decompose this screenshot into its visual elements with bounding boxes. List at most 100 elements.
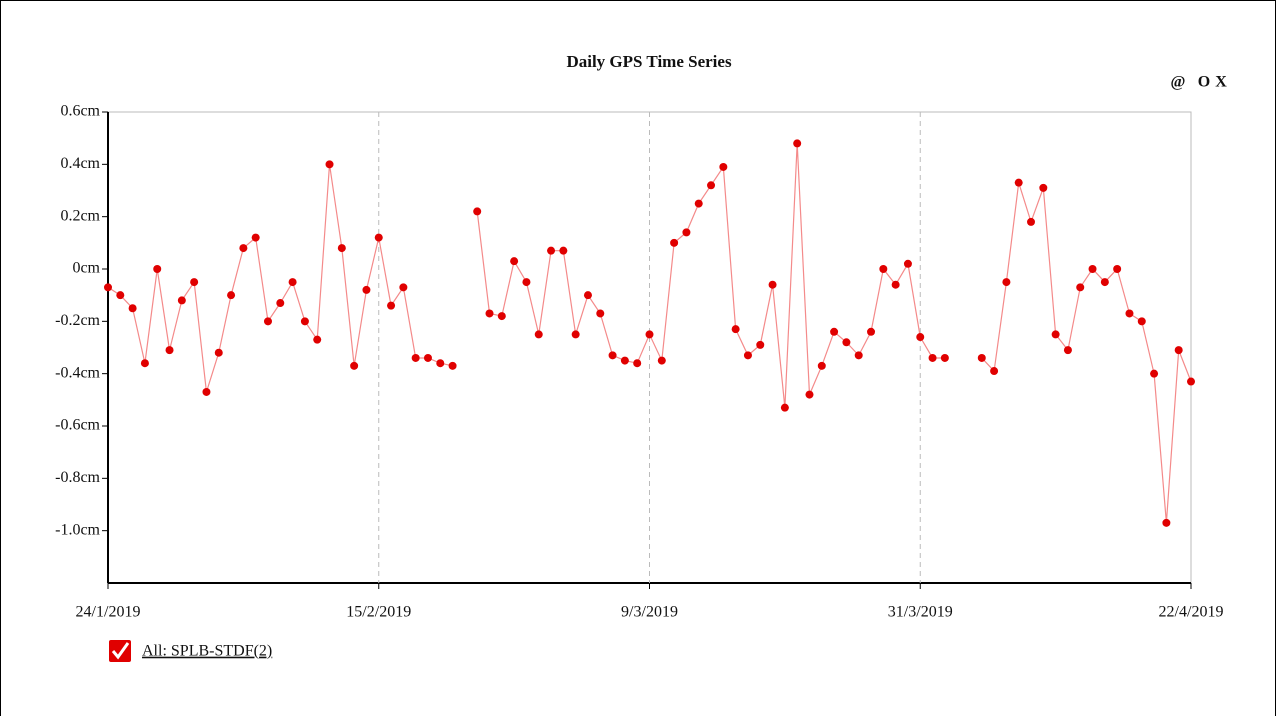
chart-title: Daily GPS Time Series: [566, 52, 732, 71]
y-tick-label: -0.6cm: [55, 417, 100, 434]
x-tick-label: 9/3/2019: [621, 604, 678, 621]
data-point: [239, 244, 248, 253]
data-point: [1113, 265, 1122, 273]
data-point: [645, 330, 654, 339]
data-point: [867, 327, 876, 336]
data-point: [300, 317, 309, 326]
data-point: [190, 278, 199, 287]
data-point: [547, 246, 556, 255]
data-point: [423, 353, 432, 362]
legend-label[interactable]: All: SPLB-STDF(2): [142, 643, 272, 660]
data-point: [817, 361, 826, 370]
y-tick-label: -0.8cm: [55, 469, 100, 486]
data-point: [719, 162, 728, 171]
toolbar-icon[interactable]: X: [1215, 74, 1227, 91]
data-point: [263, 317, 272, 326]
data-point: [473, 207, 482, 216]
x-tick-label: 22/4/2019: [1159, 604, 1224, 621]
data-point: [879, 265, 888, 273]
data-point: [1162, 518, 1171, 527]
y-tick-label: 0.4cm: [60, 155, 100, 172]
data-point: [608, 351, 617, 360]
x-tick-label: 24/1/2019: [76, 604, 141, 621]
data-point: [1137, 317, 1146, 326]
data-point: [903, 259, 912, 268]
data-point: [830, 327, 839, 336]
data-point: [1076, 283, 1085, 292]
y-tick-label: 0cm: [72, 260, 100, 277]
data-point: [227, 291, 236, 300]
data-point: [670, 238, 679, 247]
data-point: [694, 199, 703, 208]
x-tick-label: 15/2/2019: [346, 604, 411, 621]
data-point: [620, 356, 629, 365]
data-point: [1150, 369, 1159, 378]
data-point: [497, 312, 506, 321]
data-point: [780, 403, 789, 412]
toolbar-icon[interactable]: O: [1198, 74, 1210, 91]
x-tick-label: 31/3/2019: [888, 604, 953, 621]
data-point: [743, 351, 752, 360]
data-point: [977, 353, 986, 362]
data-point: [165, 346, 174, 355]
data-point: [522, 278, 531, 287]
data-point: [854, 351, 863, 360]
data-point: [1027, 217, 1036, 226]
legend-checkmark: [111, 642, 130, 660]
data-point: [177, 296, 186, 305]
data-point: [362, 285, 371, 294]
data-point: [399, 283, 408, 292]
data-point: [436, 359, 445, 368]
data-point: [1063, 346, 1072, 355]
data-point: [928, 353, 937, 362]
data-point: [768, 280, 777, 289]
legend: All: SPLB-STDF(2): [109, 640, 272, 662]
y-tick-label: -0.2cm: [55, 312, 100, 329]
data-point: [350, 361, 359, 370]
y-tick-label: 0.2cm: [60, 207, 100, 224]
data-point: [891, 280, 900, 289]
data-point: [411, 353, 420, 362]
data-point: [805, 390, 814, 399]
data-point: [387, 301, 396, 310]
data-point: [534, 330, 543, 339]
y-tick-label: -0.4cm: [55, 364, 100, 381]
data-point: [1174, 346, 1183, 355]
data-point: [276, 299, 285, 308]
data-point: [682, 228, 691, 237]
data-point: [510, 257, 519, 266]
data-point: [990, 367, 999, 376]
data-point: [596, 309, 605, 318]
y-tick-label: -1.0cm: [55, 521, 100, 538]
y-tick-label: 0.6cm: [60, 103, 100, 120]
data-point: [731, 325, 740, 334]
data-point: [1100, 278, 1109, 287]
data-point: [337, 244, 346, 253]
data-point: [633, 359, 642, 368]
data-point: [202, 387, 211, 396]
data-point: [793, 139, 802, 148]
data-point: [1014, 178, 1023, 187]
data-point: [214, 348, 223, 357]
data-point: [104, 283, 112, 292]
data-point: [842, 338, 851, 347]
data-point: [313, 335, 322, 344]
data-point: [448, 361, 457, 370]
data-point: [1088, 265, 1097, 273]
data-point: [916, 333, 925, 342]
data-point: [756, 340, 765, 349]
data-point: [940, 353, 949, 362]
data-point: [559, 246, 568, 255]
data-point: [1051, 330, 1060, 339]
data-point: [571, 330, 580, 339]
data-point: [128, 304, 137, 313]
toolbar-icon[interactable]: @: [1171, 74, 1186, 91]
data-point: [657, 356, 666, 365]
data-point: [707, 181, 716, 190]
data-point: [288, 278, 297, 287]
data-point: [116, 291, 125, 300]
data-point: [583, 291, 592, 300]
data-point: [1187, 377, 1195, 386]
data-point: [1002, 278, 1011, 287]
